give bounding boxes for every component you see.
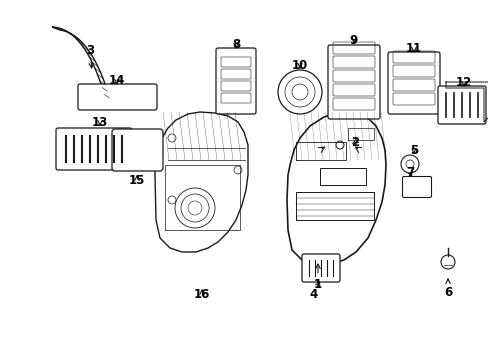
FancyBboxPatch shape xyxy=(437,86,485,124)
Text: 6: 6 xyxy=(443,279,451,298)
Text: 15: 15 xyxy=(128,174,145,186)
Text: 13: 13 xyxy=(92,116,108,129)
FancyBboxPatch shape xyxy=(78,84,157,110)
Text: 16: 16 xyxy=(193,288,210,301)
Text: 7: 7 xyxy=(405,166,413,179)
Text: 5: 5 xyxy=(409,144,417,157)
Text: 11: 11 xyxy=(405,41,421,54)
Text: 1: 1 xyxy=(313,264,322,292)
Text: 9: 9 xyxy=(349,33,357,46)
Text: 12: 12 xyxy=(455,76,471,89)
FancyBboxPatch shape xyxy=(387,52,439,114)
Text: 14: 14 xyxy=(109,73,125,86)
Text: 3: 3 xyxy=(86,44,94,68)
FancyBboxPatch shape xyxy=(112,129,163,171)
Text: 8: 8 xyxy=(231,37,240,50)
Text: 10: 10 xyxy=(291,59,307,72)
Text: 2: 2 xyxy=(350,135,358,149)
FancyBboxPatch shape xyxy=(402,176,430,198)
FancyBboxPatch shape xyxy=(216,48,256,114)
FancyBboxPatch shape xyxy=(302,254,339,282)
FancyBboxPatch shape xyxy=(327,45,379,119)
Text: 4: 4 xyxy=(309,282,319,302)
